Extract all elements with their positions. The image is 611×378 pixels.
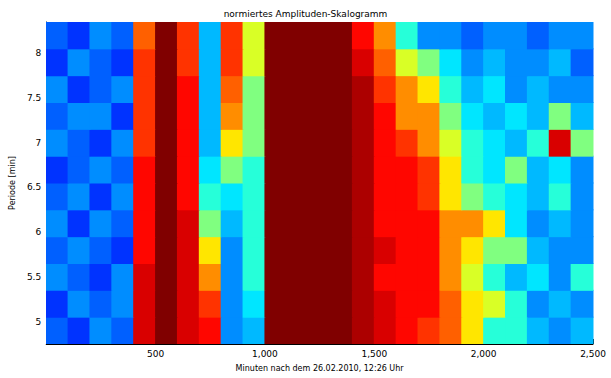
svg-text:2,500: 2,500 bbox=[580, 349, 606, 359]
svg-text:5: 5 bbox=[35, 317, 41, 327]
svg-text:Periode [min]: Periode [min] bbox=[8, 156, 17, 210]
svg-text:500: 500 bbox=[147, 349, 164, 359]
svg-text:1,000: 1,000 bbox=[252, 349, 278, 359]
svg-text:6: 6 bbox=[35, 227, 41, 237]
svg-text:5.5: 5.5 bbox=[27, 272, 41, 282]
svg-text:7.5: 7.5 bbox=[27, 93, 41, 103]
svg-text:8: 8 bbox=[35, 48, 41, 58]
svg-text:7: 7 bbox=[35, 138, 41, 148]
svg-text:2,000: 2,000 bbox=[471, 349, 497, 359]
svg-text:normiertes Amplituden-Skalogra: normiertes Amplituden-Skalogramm bbox=[224, 9, 388, 19]
svg-text:6.5: 6.5 bbox=[27, 182, 41, 192]
svg-text:Minuten nach dem 26.02.2010, 1: Minuten nach dem 26.02.2010, 12:26 Uhr bbox=[236, 364, 405, 373]
svg-text:1,500: 1,500 bbox=[361, 349, 387, 359]
